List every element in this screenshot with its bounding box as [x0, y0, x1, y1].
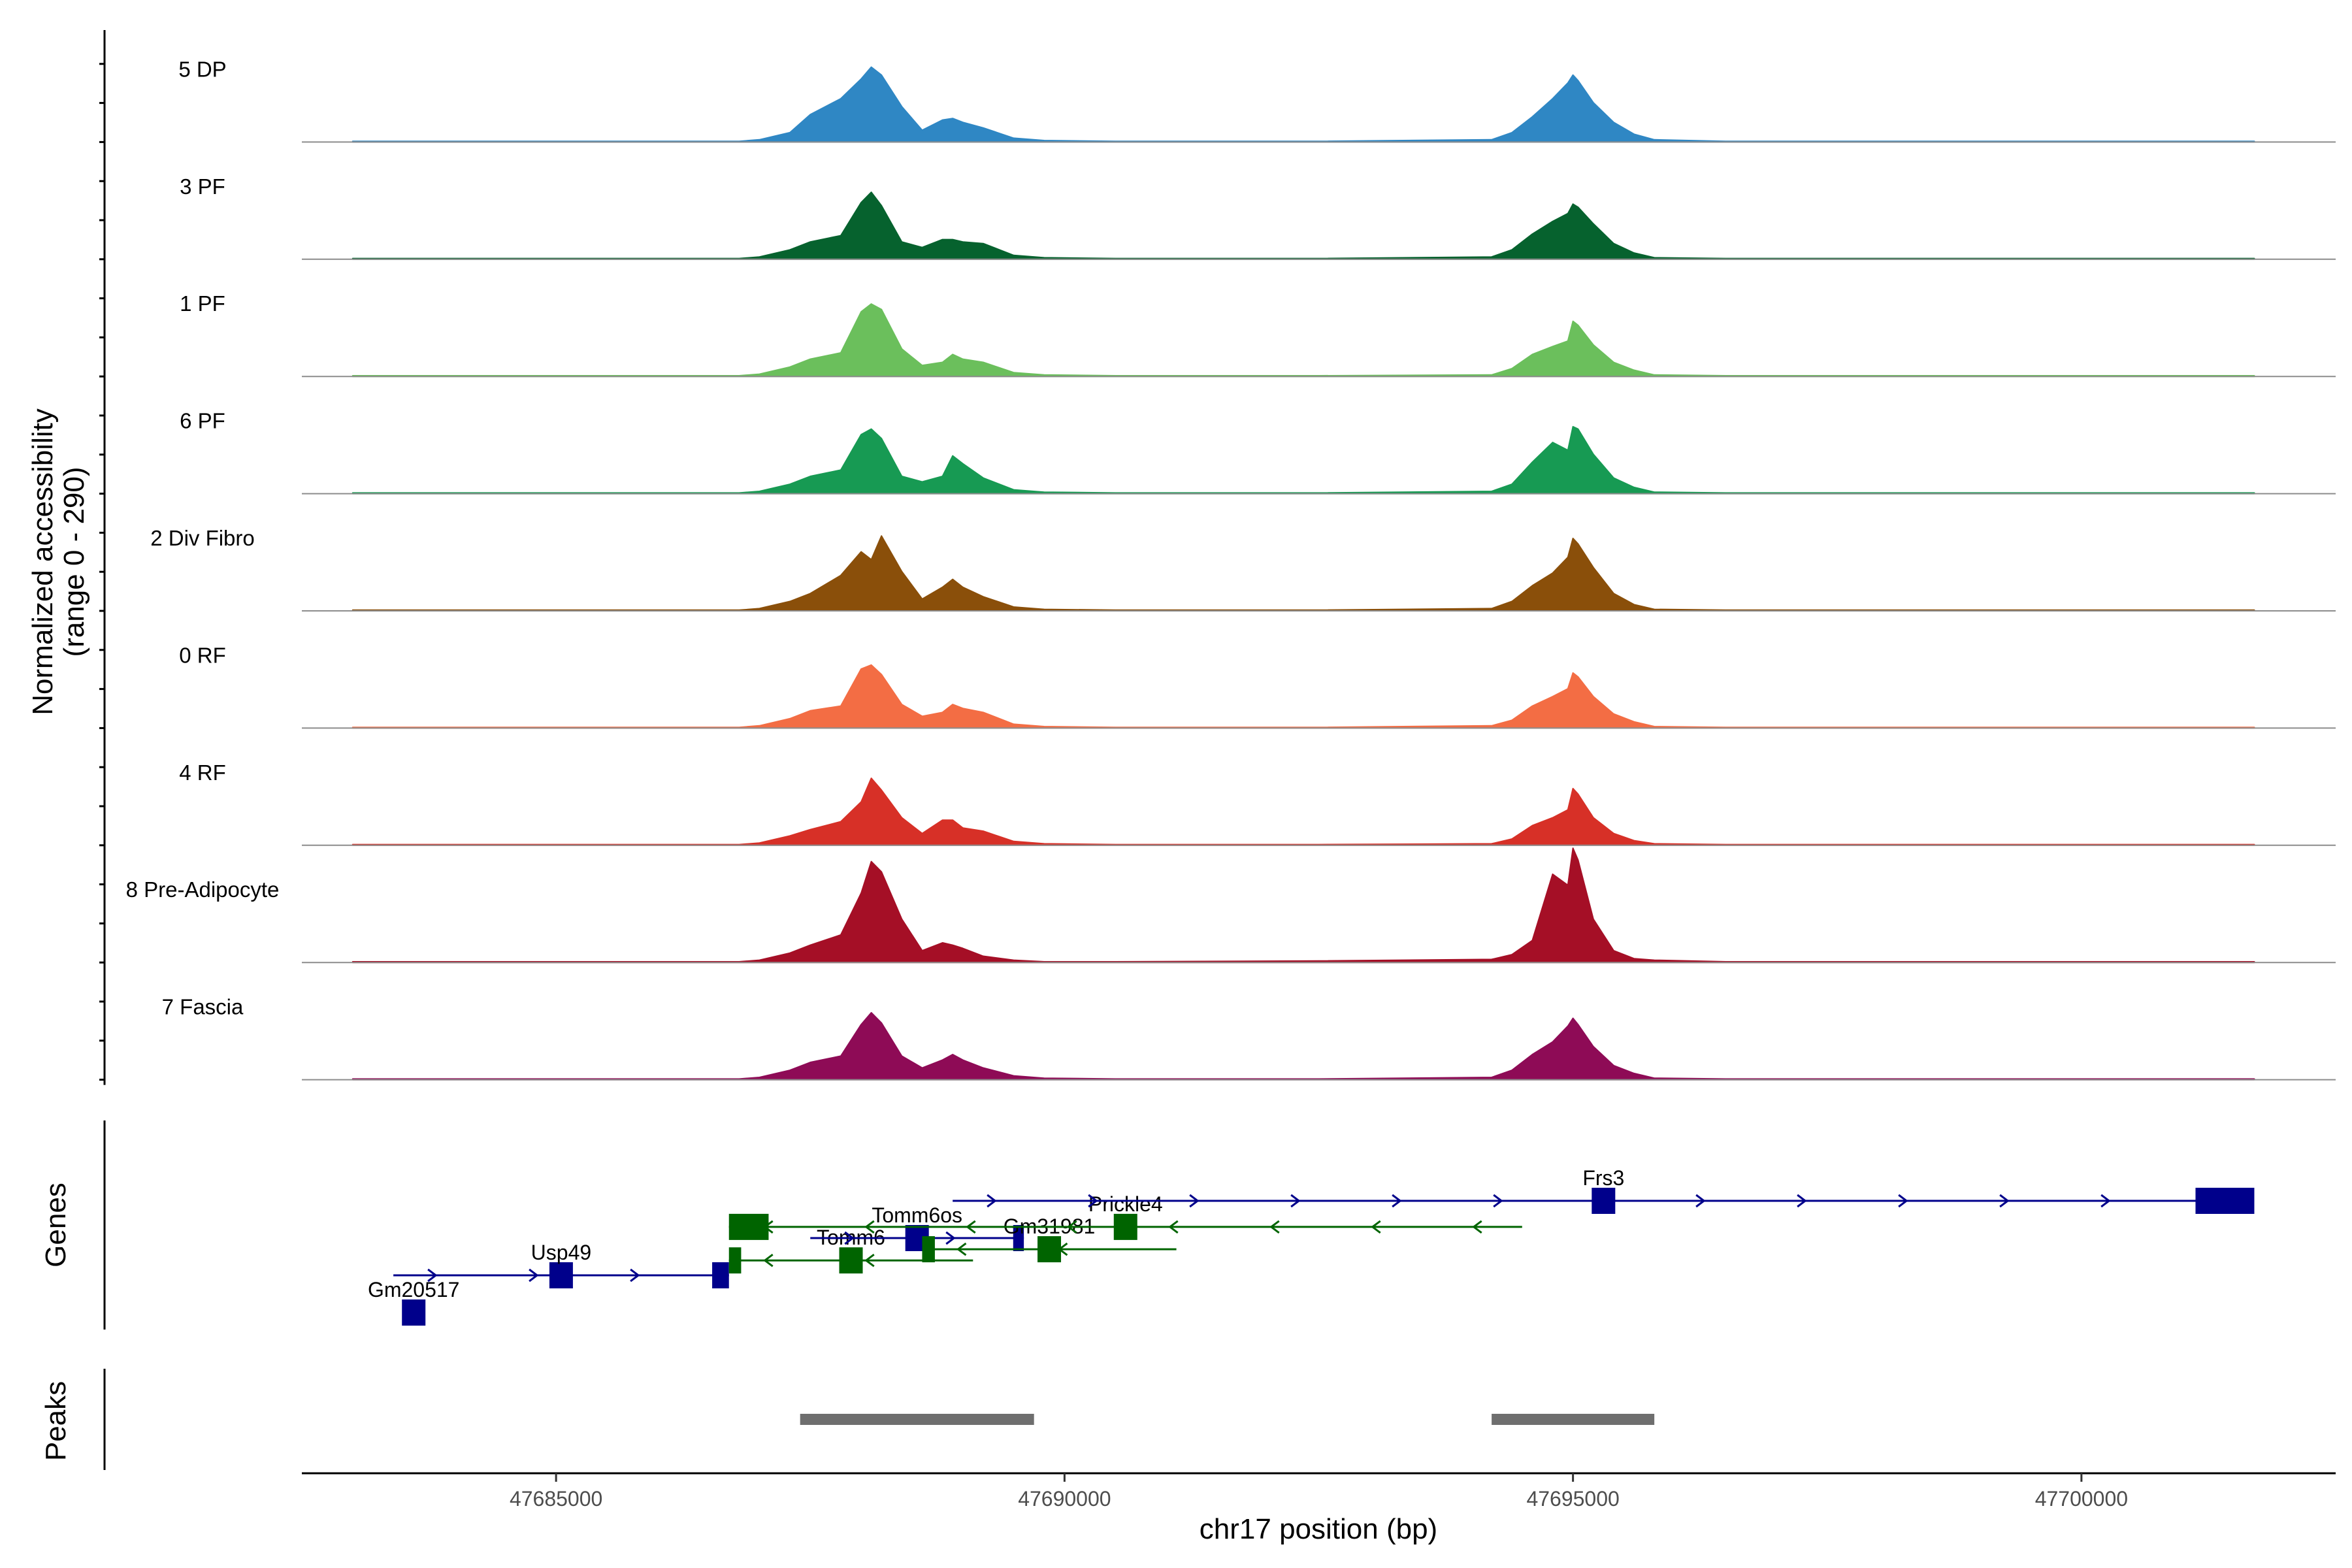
- coverage-tracks: 5 DP 3 PF 1 PF 6 PF 2 Div Fibro 0 RF 4 RF 8 Pre…: [126, 57, 2336, 1081]
- strand-arrow: [1189, 1194, 1200, 1208]
- strand-arrow: [987, 1194, 997, 1208]
- x-tick-label: 47685000: [510, 1487, 602, 1511]
- gene-exon: [728, 1213, 769, 1240]
- x-axis-title: chr17 position (bp): [1200, 1513, 1437, 1545]
- gene-exon: [839, 1247, 863, 1274]
- coverage-area: [351, 66, 2255, 143]
- strand-arrow: [945, 1231, 956, 1245]
- track-label: 8 Pre-Adipocyte: [126, 877, 280, 902]
- peaks-track-label: Peaks: [40, 1381, 72, 1461]
- strand-arrow: [529, 1268, 539, 1282]
- peak-bar: [1492, 1414, 1655, 1425]
- y-axis: [99, 30, 106, 1085]
- strand-arrow: [956, 1242, 967, 1256]
- strand-arrow: [1392, 1194, 1402, 1208]
- strand-arrow: [1695, 1194, 1706, 1208]
- strand-arrow: [427, 1268, 438, 1282]
- gene-frs3: Frs3: [953, 1166, 2255, 1214]
- gene-label: Tomm6os: [872, 1203, 962, 1227]
- strand-arrow: [1371, 1220, 1381, 1234]
- gene-exon: [922, 1236, 935, 1263]
- strand-arrow: [1472, 1220, 1482, 1234]
- coverage-area: [351, 777, 2255, 846]
- strand-arrow: [1898, 1194, 1908, 1208]
- track-0-rf: 0 RF: [179, 643, 2336, 729]
- coverage-area: [351, 303, 2255, 378]
- strand-arrow: [1797, 1194, 1807, 1208]
- strand-arrow: [1088, 1194, 1098, 1208]
- track-3-pf: 3 PF: [180, 174, 2336, 260]
- track-5-dp: 5 DP: [178, 57, 2336, 143]
- strand-arrow: [1290, 1194, 1301, 1208]
- track-label: 7 Fascia: [162, 995, 244, 1019]
- track-1-pf: 1 PF: [180, 291, 2336, 378]
- gene-gm20517: Gm20517: [368, 1278, 460, 1326]
- gene-label: Gm20517: [368, 1278, 460, 1301]
- gene-exon: [1013, 1225, 1024, 1251]
- gene-exon: [2195, 1188, 2255, 1214]
- y-axis-title-line1: Normalized accessibility: [27, 408, 59, 715]
- peak-bar: [800, 1414, 1034, 1425]
- gene-label: Prickle4: [1088, 1192, 1163, 1216]
- x-tick-label: 47700000: [2035, 1487, 2128, 1511]
- x-tick-label: 47695000: [1526, 1487, 1619, 1511]
- track-label: 5 DP: [178, 57, 226, 81]
- coverage-area: [351, 191, 2255, 260]
- strand-arrow: [1269, 1220, 1280, 1234]
- gene-tomm6os: Tomm6os: [810, 1203, 1024, 1251]
- coverage-area: [351, 664, 2255, 729]
- track-label: 6 PF: [180, 409, 225, 433]
- strand-arrow: [1168, 1220, 1179, 1234]
- track-8-pre-adipocyte: 8 Pre-Adipocyte: [126, 847, 2336, 964]
- track-7-fascia: 7 Fascia: [162, 995, 2336, 1081]
- gene-label: Frs3: [1582, 1166, 1624, 1190]
- strand-arrow: [966, 1220, 976, 1234]
- x-axis: 47685000 47690000 47695000 47700000: [510, 1473, 2128, 1511]
- track-6-pf: 6 PF: [180, 409, 2336, 495]
- gene-exon: [402, 1299, 426, 1326]
- track-label: 0 RF: [179, 643, 226, 667]
- coverage-area: [351, 426, 2255, 495]
- strand-arrow: [864, 1220, 875, 1234]
- strand-arrow: [2100, 1194, 2111, 1208]
- gene-exon: [1113, 1213, 1137, 1240]
- strand-arrow: [844, 1231, 855, 1245]
- track-label: 3 PF: [180, 174, 225, 199]
- strand-arrow: [1067, 1220, 1077, 1234]
- gene-exon: [1037, 1236, 1062, 1263]
- gene-exon: [712, 1262, 729, 1288]
- gene-prickle4: Prickle4: [728, 1192, 1522, 1240]
- strand-arrow: [763, 1254, 774, 1267]
- track-4-rf: 4 RF: [179, 760, 2336, 846]
- x-tick-label: 47690000: [1018, 1487, 1111, 1511]
- gene-exon: [549, 1262, 573, 1288]
- peaks-track: [800, 1414, 1655, 1425]
- track-label: 1 PF: [180, 291, 225, 316]
- y-axis-title-line2: (range 0 - 290): [58, 466, 90, 657]
- coverage-area: [351, 1012, 2255, 1081]
- strand-arrow: [630, 1268, 640, 1282]
- coverage-area: [351, 535, 2255, 612]
- track-label: 4 RF: [179, 760, 226, 785]
- strand-arrow: [1493, 1194, 1503, 1208]
- y-axis-title: Normalized accessibility (range 0 - 290): [27, 408, 90, 715]
- track-2-div-fibro: 2 Div Fibro: [150, 526, 2336, 612]
- gene-usp49: Usp49: [393, 1241, 729, 1288]
- genes-track-label: Genes: [40, 1183, 72, 1267]
- gene-label: Usp49: [531, 1241, 592, 1264]
- gene-exon: [1592, 1188, 1616, 1214]
- coverage-area: [351, 847, 2255, 964]
- gene-exon: [728, 1247, 742, 1274]
- strand-arrow: [864, 1254, 875, 1267]
- track-label: 2 Div Fibro: [150, 526, 255, 550]
- strand-arrow: [1999, 1194, 2010, 1208]
